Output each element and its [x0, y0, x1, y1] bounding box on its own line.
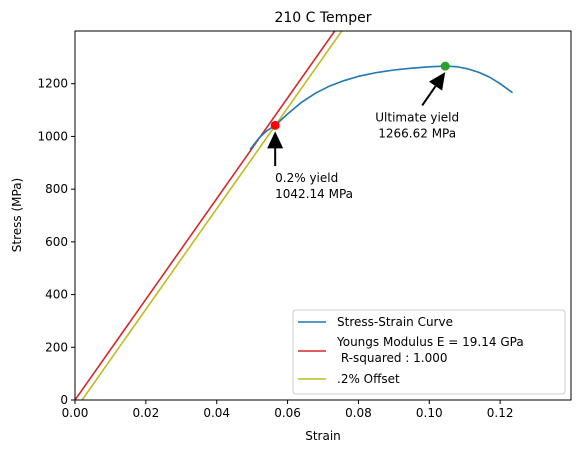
y-tick-label: 800 — [45, 182, 68, 196]
legend-label-r-squared: R-squared : 1.000 — [337, 351, 448, 365]
y-tick-label: 400 — [45, 288, 68, 302]
legend-box — [292, 309, 566, 395]
points-layer — [270, 61, 450, 130]
x-axis-label: Strain — [305, 429, 341, 443]
series-line-0 — [249, 65, 514, 151]
legend: Stress-Strain Curve Youngs Modulus E = 1… — [292, 309, 566, 395]
x-tick-label: 0.12 — [487, 406, 514, 420]
chart-title: 210 C Temper — [274, 10, 371, 26]
annotation-arrow-head-0 — [267, 131, 284, 149]
marker-point-0 — [270, 120, 280, 130]
annotation-arrow-shaft-1 — [421, 85, 437, 107]
y-tick-label: 600 — [45, 235, 68, 249]
y-tick-label: 200 — [45, 340, 68, 354]
x-tick-label: 0.06 — [274, 406, 301, 420]
plot-frame — [74, 30, 572, 401]
annotation-value-1: 1266.62 MPa — [378, 126, 456, 140]
x-tick-label: 0.08 — [345, 406, 372, 420]
series-line-2 — [81, 31, 343, 400]
x-tick-label: 0.10 — [416, 406, 443, 420]
x-tick-label: 0.00 — [62, 406, 89, 420]
legend-label-stress-strain: Stress-Strain Curve — [337, 315, 453, 329]
series-layer — [75, 31, 514, 400]
y-axis-ticks: 0 200 400 600 800 1000 1200 — [37, 77, 75, 407]
y-tick-label: 0 — [60, 393, 68, 407]
marker-point-1 — [440, 61, 450, 71]
y-tick-label: 1000 — [37, 129, 68, 143]
annotation-value-0: 1042.14 MPa — [275, 187, 353, 201]
annotation-arrow-head-1 — [428, 72, 446, 91]
annotation-label-1: Ultimate yield — [375, 110, 459, 124]
annotations: 0.2% yield 1042.14 MPa Ultimate yield 126… — [267, 72, 459, 201]
legend-label-offset: .2% Offset — [337, 372, 400, 386]
y-axis-label: Stress (MPa) — [10, 178, 24, 252]
x-tick-label: 0.02 — [132, 406, 159, 420]
x-axis-ticks: 0.00 0.02 0.04 0.06 0.08 0.10 0.12 — [62, 400, 514, 420]
series-line-1 — [75, 31, 336, 400]
annotation-label-0: 0.2% yield — [275, 171, 338, 185]
x-tick-label: 0.04 — [203, 406, 230, 420]
legend-label-youngs-modulus: Youngs Modulus E = 19.14 GPa — [336, 335, 524, 349]
y-tick-label: 1200 — [37, 77, 68, 91]
